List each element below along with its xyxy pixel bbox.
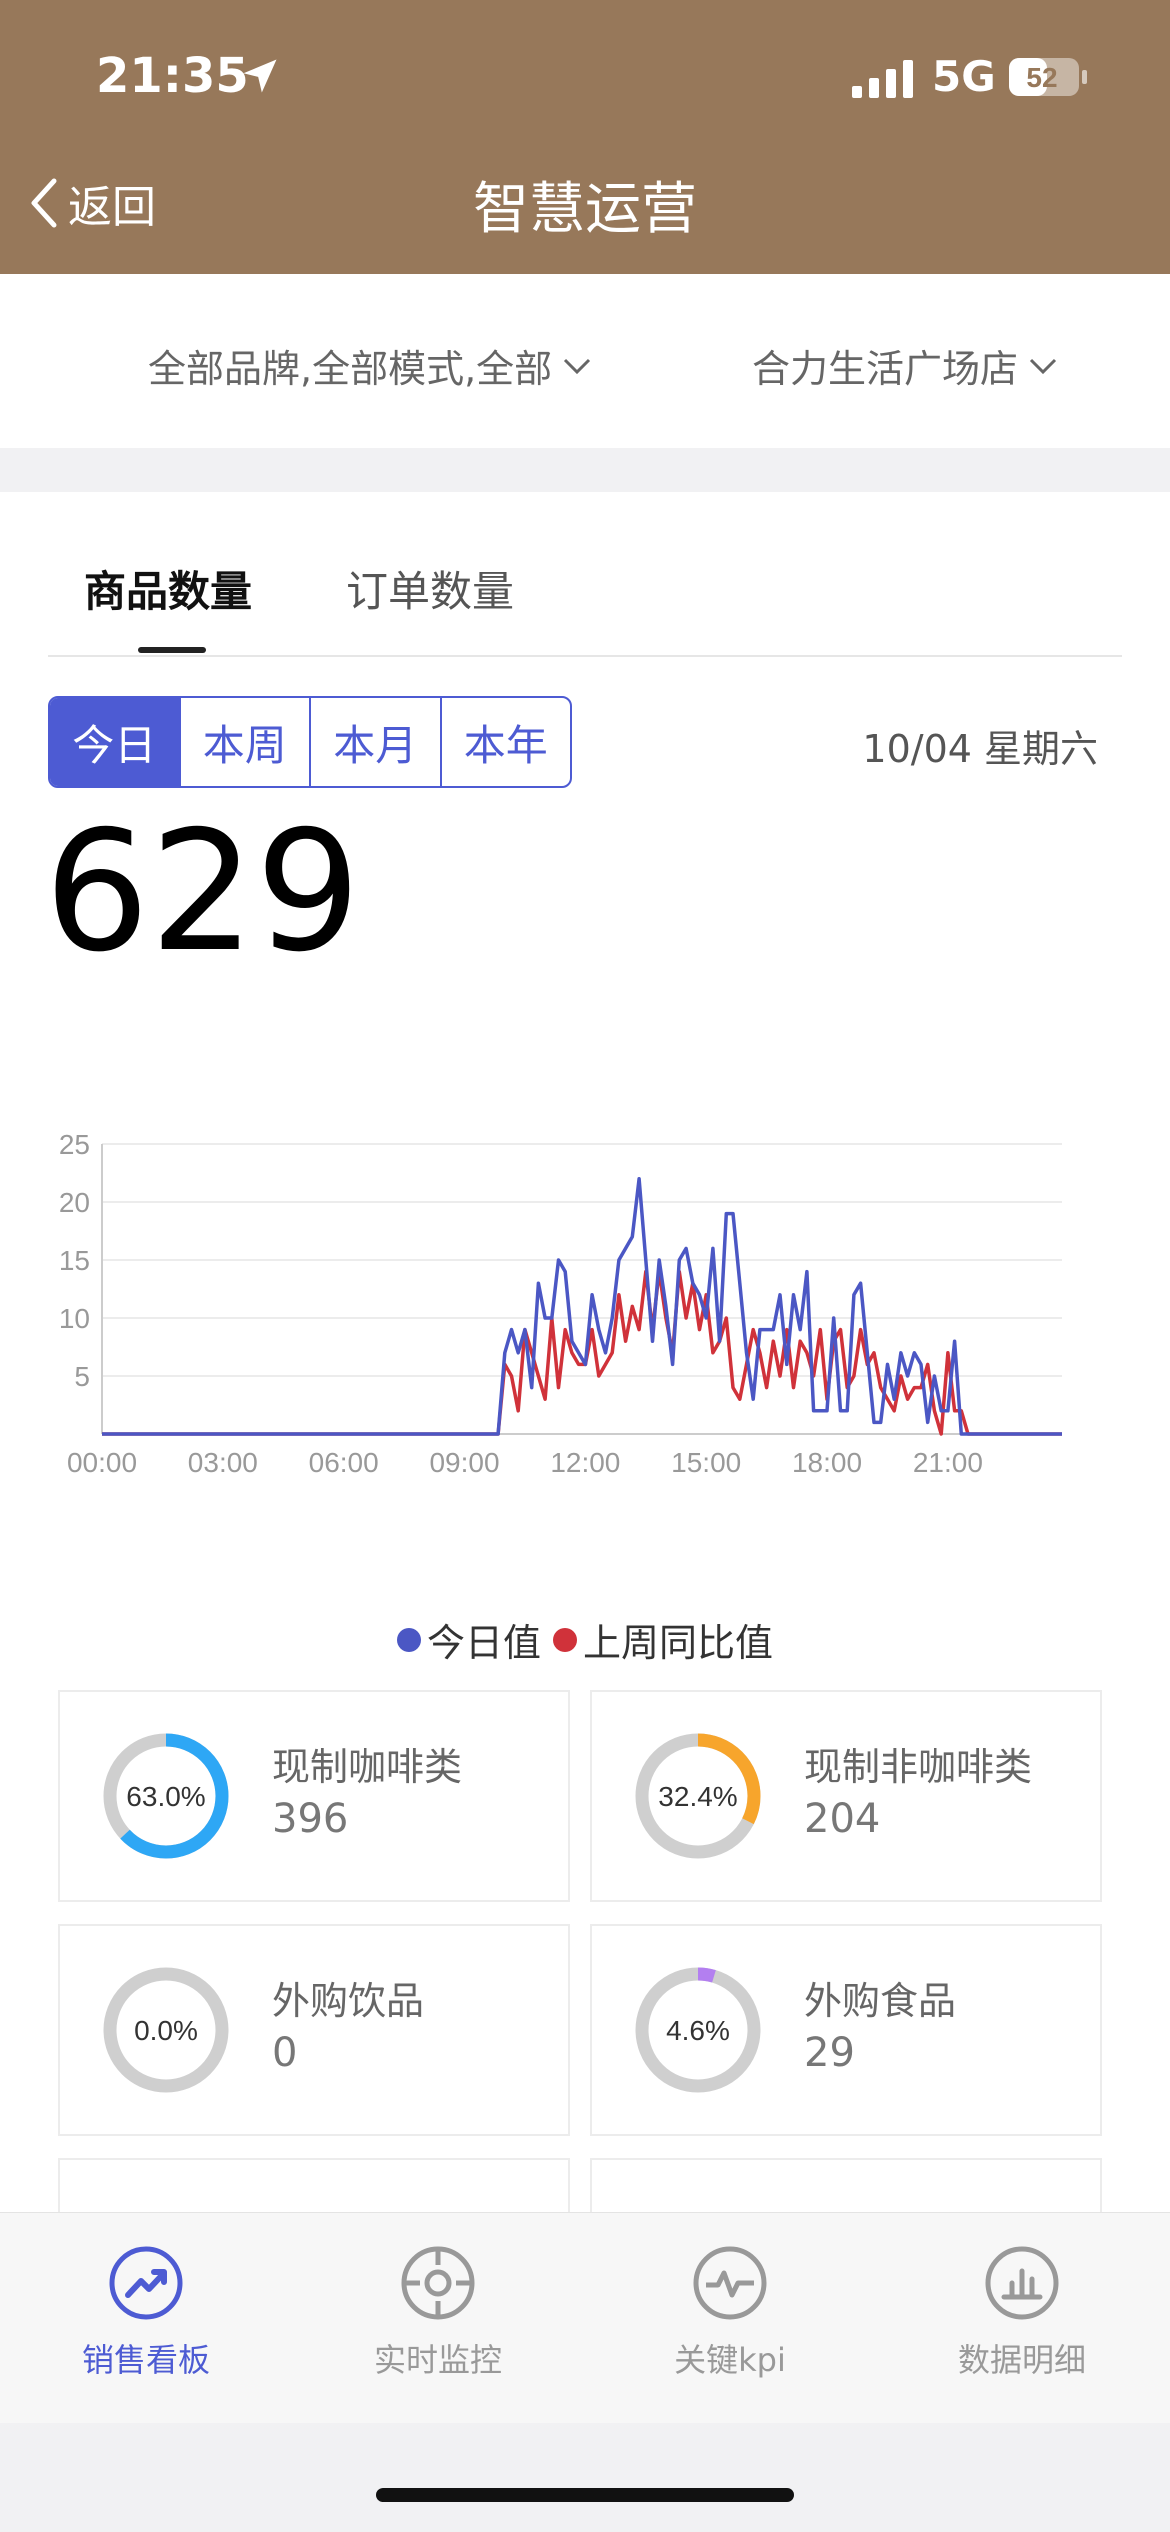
legend-item-lastweek: 上周同比值 <box>553 1612 773 1667</box>
trend-icon <box>109 2246 183 2320</box>
chevron-left-icon <box>31 178 57 228</box>
x-tick-label: 06:00 <box>309 1447 379 1478</box>
chevron-down-icon <box>1029 358 1057 374</box>
donut-fill <box>103 1733 229 1859</box>
donut-chart: 63.0% <box>103 1733 229 1859</box>
tab-order-count[interactable]: 订单数量 <box>346 567 515 616</box>
filter-bar: 全部品牌,全部模式,全部 合力生活广场店 <box>0 274 1170 448</box>
donut-chart: 32.4% <box>635 1733 761 1859</box>
tab-data-detail[interactable]: 数据明细 <box>912 2243 1132 2381</box>
x-tick-label: 09:00 <box>429 1447 499 1478</box>
tab-sales-board[interactable]: 销售看板 <box>36 2243 256 2381</box>
category-name: 外购饮品 <box>272 1979 425 2023</box>
total-count: 629 <box>44 796 361 989</box>
category-card[interactable]: 63.0% 现制咖啡类 396 <box>58 1690 570 1902</box>
tab-label: 实时监控 <box>373 2341 502 2379</box>
pulse-icon <box>693 2246 767 2320</box>
legend-item-today: 今日值 <box>396 1612 541 1667</box>
period-today-button[interactable]: 今日 <box>50 698 179 786</box>
y-tick-label: 5 <box>74 1361 90 1392</box>
battery-level: 52 <box>1026 62 1057 93</box>
series-line-today <box>102 1177 1062 1436</box>
period-selector: 今日 本周 本月 本年 <box>48 696 572 788</box>
period-year-button[interactable]: 本年 <box>439 698 571 786</box>
donut-percent: 0.0% <box>134 2015 198 2046</box>
legend-dot-today <box>396 1627 421 1652</box>
donut-percent: 32.4% <box>658 1781 737 1812</box>
category-name: 外购食品 <box>804 1979 957 2023</box>
bar-chart-icon <box>985 2246 1059 2320</box>
period-month-button[interactable]: 本月 <box>309 698 440 786</box>
category-card[interactable]: 4.6% 外购食品 29 <box>590 1924 1102 2136</box>
tab-divider <box>48 655 1122 657</box>
legend-label-today: 今日值 <box>426 1621 541 1665</box>
tab-label: 销售看板 <box>81 2341 210 2379</box>
brand-filter-label: 全部品牌,全部模式,全部 <box>148 347 553 391</box>
category-count: 396 <box>272 1796 349 1842</box>
donut-percent: 4.6% <box>666 2015 730 2046</box>
back-button[interactable]: 返回 <box>26 168 156 238</box>
x-tick-label: 18:00 <box>792 1447 862 1478</box>
chart-legend: 今日值 上周同比值 <box>0 1612 1170 1667</box>
category-card[interactable]: 0.0% 外购饮品 0 <box>58 1924 570 2136</box>
y-tick-label: 15 <box>59 1245 90 1276</box>
category-card-partial[interactable] <box>590 2158 1102 2212</box>
legend-dot-lastweek <box>553 1627 577 1652</box>
donut-chart: 0.0% <box>103 1967 229 2093</box>
donut-fill <box>635 1967 761 2093</box>
store-filter-dropdown[interactable]: 合力生活广场店 <box>752 338 1058 393</box>
top-header: 21:35 5G 52 返回 智慧运营 <box>0 0 1170 274</box>
tab-label: 数据明细 <box>957 2341 1086 2379</box>
donut-fill <box>635 1733 761 1859</box>
bottom-tab-bar: 销售看板 实时监控 关键kpi 数据明细 <box>0 2212 1170 2423</box>
category-name: 现制咖啡类 <box>272 1745 463 1789</box>
x-tick-label: 15:00 <box>671 1447 741 1478</box>
y-tick-label: 10 <box>59 1303 90 1334</box>
y-tick-label: 25 <box>59 1129 90 1160</box>
category-card[interactable]: 32.4% 现制非咖啡类 204 <box>590 1690 1102 1902</box>
brand-filter-dropdown[interactable]: 全部品牌,全部模式,全部 <box>148 338 592 393</box>
category-count: 204 <box>804 1796 881 1842</box>
location-arrow-icon <box>243 59 277 93</box>
donut-track <box>103 1967 229 2093</box>
series-line-lastweek <box>102 1269 1062 1436</box>
home-indicator <box>376 2488 794 2502</box>
page-title: 智慧运营 <box>473 177 697 242</box>
store-filter-label: 合力生活广场店 <box>752 347 1019 391</box>
hourly-line-chart: 5 10 15 20 25 00:00 03:00 06:00 09:00 12:00 15:00 1… <box>59 1129 1062 1478</box>
x-tick-label: 03:00 <box>188 1447 258 1478</box>
category-count: 29 <box>804 2030 855 2076</box>
back-label: 返回 <box>68 182 156 233</box>
sales-card: 商品数量 订单数量 今日 本周 本月 本年 10/04 星期六 629 5 10 1… <box>0 492 1170 2212</box>
x-tick-label: 21:00 <box>913 1447 983 1478</box>
target-icon <box>401 2246 475 2320</box>
tab-label: 关键kpi <box>674 2341 786 2379</box>
donut-percent: 63.0% <box>126 1781 205 1812</box>
active-tab-indicator <box>138 647 206 653</box>
network-type: 5G <box>932 52 996 101</box>
category-name: 现制非咖啡类 <box>804 1745 1033 1789</box>
status-time: 21:35 <box>96 48 249 104</box>
tab-key-kpi[interactable]: 关键kpi <box>620 2243 840 2381</box>
date-label: 10/04 星期六 <box>862 727 1098 771</box>
battery-icon: 52 <box>1009 58 1087 96</box>
legend-label-lastweek: 上周同比值 <box>583 1621 774 1665</box>
x-tick-label: 12:00 <box>550 1447 620 1478</box>
y-tick-label: 20 <box>59 1187 90 1218</box>
category-count: 0 <box>272 2030 298 2076</box>
x-tick-label: 00:00 <box>67 1447 137 1478</box>
chevron-down-icon <box>564 358 591 374</box>
donut-chart: 4.6% <box>635 1967 761 2093</box>
signal-icon <box>852 60 913 98</box>
tab-realtime-monitor[interactable]: 实时监控 <box>328 2243 548 2381</box>
period-week-button[interactable]: 本周 <box>178 698 310 786</box>
category-card-partial[interactable] <box>58 2158 570 2212</box>
tab-goods-count[interactable]: 商品数量 <box>84 567 253 616</box>
